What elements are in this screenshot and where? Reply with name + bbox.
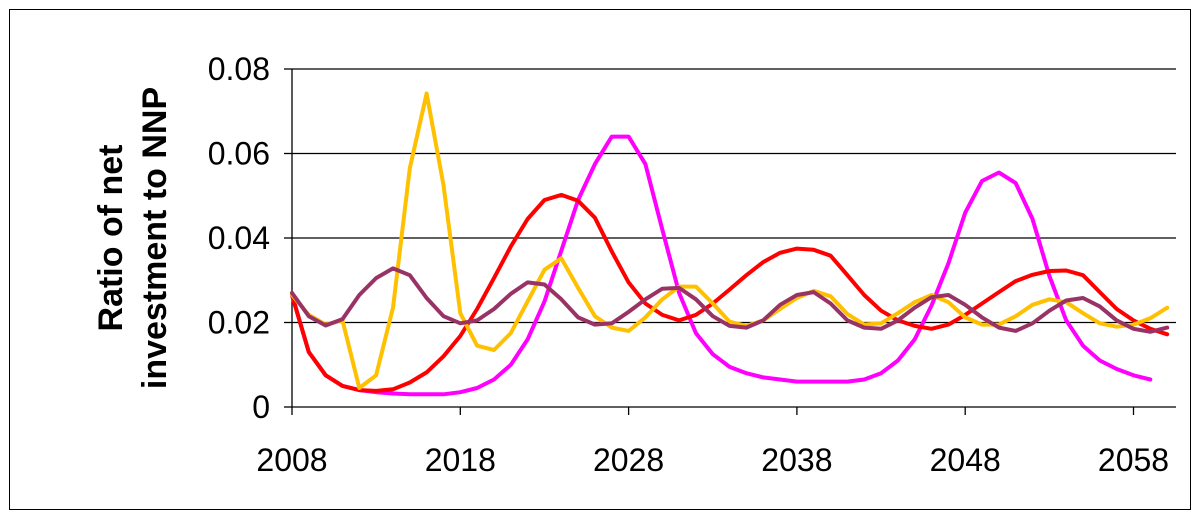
y-tick-labels: 0 0.02 0.04 0.06 0.08 xyxy=(208,51,270,425)
y-tick-label: 0.08 xyxy=(208,51,270,87)
x-tick-label: 2018 xyxy=(425,442,496,478)
y-tick-label: 0.04 xyxy=(208,220,270,256)
y-axis-title: Ratio of net investment to NNP xyxy=(92,87,174,389)
x-tick-label: 2008 xyxy=(256,442,327,478)
x-tick-label: 2058 xyxy=(1098,442,1169,478)
x-tick-labels: 2008 2018 2028 2038 2048 2058 xyxy=(256,442,1169,478)
x-tick-label: 2048 xyxy=(930,442,1001,478)
series-line-1 xyxy=(292,137,1150,395)
y-tick-label: 0.02 xyxy=(208,305,270,341)
y-axis-title-line: investment to NNP xyxy=(136,87,174,389)
axes xyxy=(284,69,1176,415)
series-line-3 xyxy=(292,94,1167,389)
y-axis-title-line: Ratio of net xyxy=(92,145,130,332)
y-axis-title-group: Ratio of net investment to NNP xyxy=(92,87,174,389)
y-tick-label: 0.06 xyxy=(208,136,270,172)
x-tick-label: 2038 xyxy=(761,442,832,478)
y-tick-label: 0 xyxy=(252,389,270,425)
series-lines xyxy=(292,94,1167,395)
x-tick-label: 2028 xyxy=(593,442,664,478)
